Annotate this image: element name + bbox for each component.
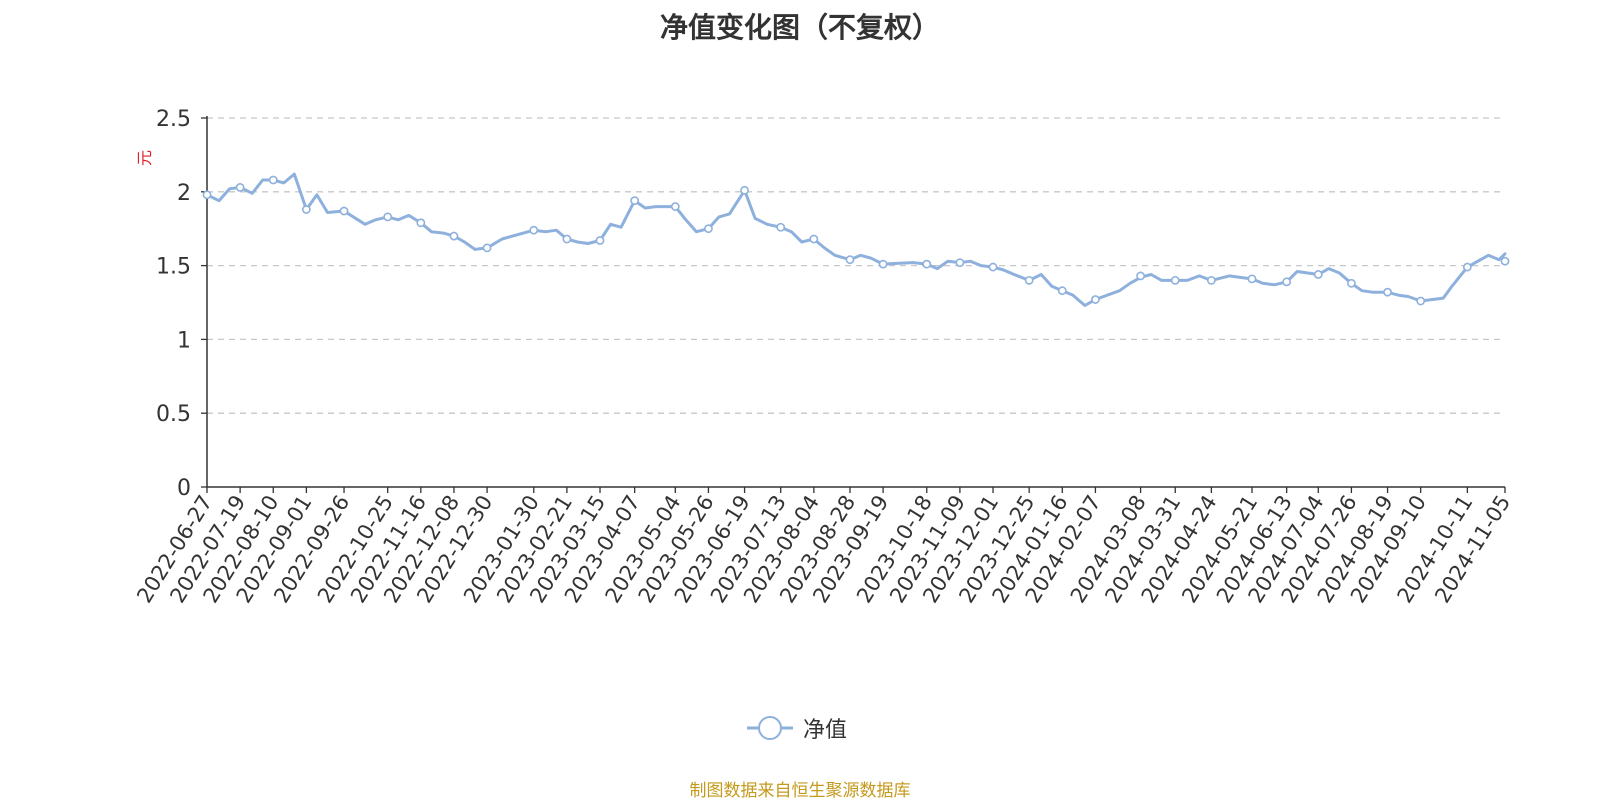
data-point xyxy=(1170,275,1180,285)
data-point xyxy=(809,234,819,244)
data-point xyxy=(1024,275,1034,285)
legend-label-nav: 净值 xyxy=(803,718,848,743)
data-point xyxy=(1347,278,1356,288)
y-tick-label: 1.5 xyxy=(156,255,191,280)
data-point xyxy=(202,190,212,200)
data-point xyxy=(235,182,245,192)
data-point xyxy=(1247,274,1257,284)
y-tick-label: 0 xyxy=(177,476,191,501)
data-point xyxy=(449,231,459,241)
data-point xyxy=(416,218,426,228)
data-point xyxy=(529,225,539,235)
y-axis-label: 元 xyxy=(135,150,154,166)
data-point xyxy=(1313,270,1323,279)
data-point xyxy=(1500,256,1510,266)
data-point xyxy=(955,258,965,268)
data-point xyxy=(922,259,932,269)
data-point xyxy=(1136,271,1145,281)
y-tick-label: 2.5 xyxy=(156,107,191,132)
data-point xyxy=(845,255,855,265)
x-tick-labels: 2022-06-272022-07-192022-08-102022-09-01… xyxy=(132,491,1515,607)
data-point xyxy=(740,185,749,195)
data-point xyxy=(339,206,349,216)
source-note: 制图数据来自恒生聚源数据库 xyxy=(689,781,911,801)
legend[interactable]: 净值 xyxy=(745,712,847,744)
data-point xyxy=(704,224,713,234)
data-point xyxy=(268,175,278,185)
chart-title: 净值变化图（不复权） xyxy=(659,11,940,44)
data-point xyxy=(988,262,998,272)
legend-line-circle-icon xyxy=(747,716,793,740)
data-point xyxy=(1416,296,1426,306)
series-line-jingzhi xyxy=(205,172,1507,307)
data-point xyxy=(670,202,680,211)
data-point xyxy=(1462,262,1472,272)
data-point xyxy=(1206,275,1216,285)
data-point xyxy=(776,222,786,232)
series-line xyxy=(205,172,1507,307)
data-point xyxy=(562,234,572,244)
data-point xyxy=(383,212,393,222)
data-point xyxy=(878,259,888,269)
data-point xyxy=(301,205,311,214)
y-tick-label: 0.5 xyxy=(156,402,191,427)
data-point xyxy=(1282,277,1292,287)
data-point xyxy=(1091,295,1100,304)
y-tick-label: 1 xyxy=(177,328,191,353)
data-point xyxy=(630,196,640,206)
series-markers xyxy=(202,175,1510,306)
grid-lines xyxy=(207,117,1505,414)
y-tick-label: 2 xyxy=(177,181,191,206)
data-point xyxy=(595,236,605,245)
data-point xyxy=(482,243,492,253)
data-point xyxy=(1057,286,1067,296)
y-tick-labels: 0 0.5 1 1.5 2 2.5 xyxy=(156,107,191,501)
axes xyxy=(201,116,1506,493)
data-point xyxy=(1383,287,1392,297)
